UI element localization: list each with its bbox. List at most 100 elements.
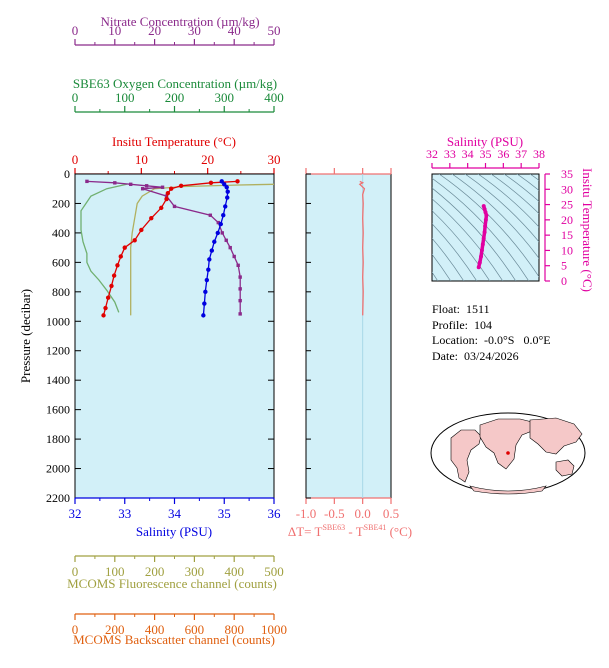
salinity-series-point xyxy=(218,221,223,227)
ts-temperature-tick-label: 10 xyxy=(561,243,573,257)
nitrate-series-point xyxy=(129,182,133,187)
backscatter-axis-tick-label: 800 xyxy=(224,622,244,637)
delta-t-title-start: ΔT= T xyxy=(288,524,323,539)
temperature-series-point xyxy=(101,313,106,318)
fluorescence-axis-tick-label: 400 xyxy=(224,564,244,579)
salinity-series-point xyxy=(209,248,215,253)
temperature-series-point xyxy=(115,263,120,268)
nitrate-series-point xyxy=(160,185,165,189)
nitrate-series-point xyxy=(232,254,236,259)
delta-t-tick-label: 0.0 xyxy=(355,506,371,521)
profile-value: 104 xyxy=(474,317,492,332)
ts-series xyxy=(476,204,489,270)
salinity-series-point xyxy=(221,213,226,218)
ts-point xyxy=(479,248,484,253)
backscatter-axis-tick-label: 400 xyxy=(145,622,165,637)
ts-point xyxy=(482,207,487,212)
temperature-series-point xyxy=(132,238,137,243)
ts-point xyxy=(482,230,487,235)
nitrate-series-point xyxy=(220,231,224,235)
nitrate-series-point xyxy=(228,245,232,250)
salinity-series-point xyxy=(206,267,211,272)
pressure-tick-label: 1600 xyxy=(46,403,70,417)
ts-isopycnal xyxy=(529,174,539,181)
backscatter-axis-tick-label: 600 xyxy=(185,622,205,637)
ts-isopycnal xyxy=(464,174,539,243)
map-land-americas xyxy=(450,429,482,483)
ts-isopycnal xyxy=(451,174,539,259)
nitrate-series-point xyxy=(113,181,117,185)
nitrate-axis-tick-label: 30 xyxy=(188,23,201,38)
float-label: Float: xyxy=(432,302,461,316)
ts-point xyxy=(477,260,482,265)
fluorescence-axis-tick-label: 300 xyxy=(185,564,205,579)
backscatter-axis-title: MCOMS Backscatter channel (counts) xyxy=(73,632,275,647)
ts-temperature-tick-label: 35 xyxy=(561,167,573,181)
date-value: 03/24/2026 xyxy=(464,348,519,363)
temperature-series-point xyxy=(149,215,154,221)
delta-t-tick-label: 0.5 xyxy=(383,506,399,521)
oxygen-axis-tick-label: 300 xyxy=(215,90,235,105)
pressure-tick-label: 400 xyxy=(52,226,70,240)
salinity-axis: 32 33 34 35 36 xyxy=(69,497,281,521)
salinity-series-point xyxy=(204,277,210,283)
nitrate-series-point xyxy=(238,275,242,279)
ts-isopycnal xyxy=(541,164,609,301)
salinity-axis-tick-label: 35 xyxy=(218,506,231,521)
temperature-axis: 0 10 20 30 xyxy=(72,152,281,175)
salinity-series-point xyxy=(207,257,212,262)
oxygen-axis-tick-label: 400 xyxy=(264,90,284,105)
temperature-series-point xyxy=(164,196,169,202)
ts-temperature-tick-label: 15 xyxy=(561,228,573,242)
location-lat: -0.0°S xyxy=(483,333,515,347)
fluorescence-axis-title: MCOMS Fluorescence channel (counts) xyxy=(67,576,277,591)
salinity-series-point xyxy=(215,230,220,236)
location-row: Location: -0.0°S 0.0°E xyxy=(432,333,551,349)
temperature-axis-tick-label: 0 xyxy=(72,152,79,167)
delta-t-tick-label: -0.5 xyxy=(324,506,345,521)
ts-isopycnal xyxy=(432,271,439,281)
ts-point xyxy=(483,210,488,215)
map-land-australia xyxy=(555,459,575,477)
delta-t-title-sup2: SBE41 xyxy=(364,523,387,532)
delta-t-line xyxy=(358,180,366,316)
fluorescence-axis-tick-label: 100 xyxy=(105,564,125,579)
ts-point xyxy=(481,204,486,209)
oxygen-axis: 0 100 200 300 400 xyxy=(72,90,284,113)
salinity-series-point xyxy=(225,195,230,200)
oxygen-axis-tick-label: 200 xyxy=(165,90,185,105)
nitrate-axis-tick-label: 50 xyxy=(268,23,281,38)
nitrate-axis-tick-label: 40 xyxy=(228,23,241,38)
pressure-tick-label: 1400 xyxy=(46,373,70,387)
temperature-series-point xyxy=(208,180,214,186)
salinity-axis-tick-label: 33 xyxy=(118,506,131,521)
ts-temperature-tick-label: 30 xyxy=(561,182,573,196)
ts-point xyxy=(484,213,489,218)
float-value: 1511 xyxy=(466,302,490,316)
salinity-series-point xyxy=(223,204,228,209)
ts-temperature-axis-title: Insitu Temperature (°C) xyxy=(580,168,595,292)
temperature-series-point xyxy=(139,227,144,233)
salinity-series-point xyxy=(225,189,230,194)
ts-salinity-tick-label: 34 xyxy=(462,147,474,161)
temperature-series-point xyxy=(105,295,111,300)
ts-point xyxy=(479,254,484,259)
pressure-tick-label: 600 xyxy=(52,255,70,269)
temperature-axis-title: Insitu Temperature (°C) xyxy=(112,134,236,149)
delta-t-title-tail: (°C) xyxy=(386,524,412,539)
profile-row: Profile: 104 xyxy=(432,318,551,334)
salinity-series-point xyxy=(203,289,208,295)
fluorescence-series-line xyxy=(80,183,127,313)
ts-isopycnal xyxy=(432,253,452,281)
float-info: Float: 1511 Profile: 104 Location: -0.0°… xyxy=(432,302,551,364)
delta-t-plot-area xyxy=(305,173,392,499)
nitrate-axis-title: Nitrate Concentration (µm/kg) xyxy=(100,14,259,29)
temperature-series-point xyxy=(118,254,123,259)
temperature-axis-tick-label: 10 xyxy=(135,152,148,167)
ts-temperature-tick-label: 5 xyxy=(561,259,567,273)
main-plot-area xyxy=(74,173,275,499)
ts-isopycnal xyxy=(432,237,465,281)
float-location-marker xyxy=(506,451,510,455)
ts-temperature-tick-label: 0 xyxy=(561,274,567,288)
